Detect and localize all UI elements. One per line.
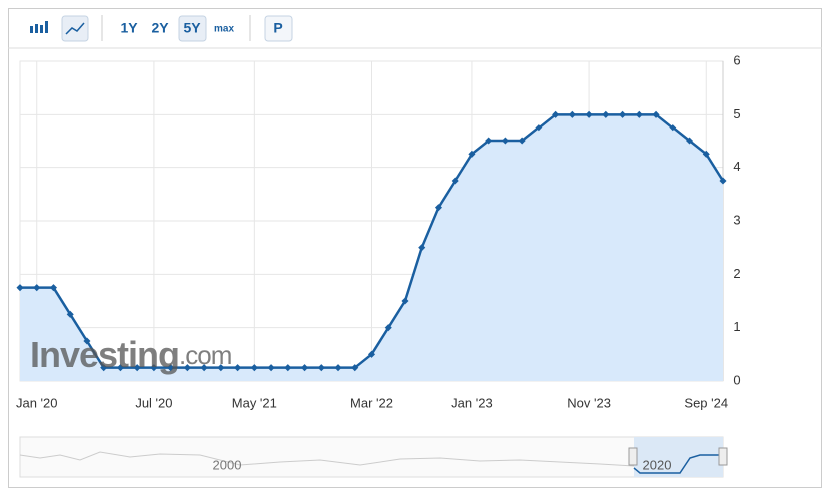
point <box>284 364 292 372</box>
navigator: 2000 2020 <box>19 436 728 478</box>
point <box>652 110 660 118</box>
point <box>702 150 710 158</box>
point <box>568 110 576 118</box>
point <box>301 364 309 372</box>
point <box>33 284 41 292</box>
point <box>351 364 359 372</box>
point <box>518 137 526 145</box>
y-tick-label: 3 <box>733 212 740 227</box>
point <box>418 244 426 252</box>
y-tick-label: 0 <box>733 372 740 387</box>
point <box>635 110 643 118</box>
point <box>535 124 543 132</box>
p-button[interactable]: P <box>273 20 282 36</box>
point <box>719 177 727 185</box>
watermark-brand: Investing <box>30 334 179 375</box>
point <box>183 364 191 372</box>
point <box>83 337 91 345</box>
point <box>167 364 175 372</box>
x-tick-label: Jan '20 <box>16 395 58 410</box>
y-tick-label: 4 <box>733 159 740 174</box>
watermark: Investing.com <box>30 334 231 375</box>
line-icon <box>65 22 85 35</box>
point <box>100 364 108 372</box>
range-button[interactable]: 2Y <box>151 20 169 36</box>
point <box>16 284 24 292</box>
x-tick-label: Nov '23 <box>567 395 611 410</box>
range-button[interactable]: max <box>214 24 234 35</box>
y-tick-label: 6 <box>733 52 740 67</box>
point <box>451 177 459 185</box>
area <box>20 114 723 381</box>
p-button-bg[interactable] <box>264 15 293 42</box>
x-tick-label: May '21 <box>232 395 277 410</box>
y-tick-label: 1 <box>733 319 740 334</box>
x-tick-label: Jan '23 <box>451 395 493 410</box>
range-button[interactable]: 1Y <box>120 20 138 36</box>
point <box>234 364 242 372</box>
point <box>267 364 275 372</box>
range-button[interactable]: 5Y <box>183 20 201 36</box>
point <box>468 150 476 158</box>
x-tick-label: Mar '22 <box>350 395 393 410</box>
point <box>384 324 392 332</box>
point <box>585 110 593 118</box>
point <box>501 137 509 145</box>
point <box>485 137 493 145</box>
plot: 0 1 2 3 4 5 6 Jan '20 Jul '20 May '21 Mar '22 Jan '… <box>16 52 741 410</box>
point <box>434 204 442 212</box>
point <box>133 364 141 372</box>
point <box>367 350 376 358</box>
point <box>317 364 325 372</box>
point <box>685 137 694 145</box>
point <box>602 110 610 118</box>
point <box>66 310 74 318</box>
point <box>334 364 342 372</box>
y-tick-label: 5 <box>733 106 740 121</box>
watermark-suffix: .com <box>179 340 231 370</box>
line-icon-button[interactable] <box>61 15 89 42</box>
point <box>552 110 560 118</box>
navigator-label: 2020 <box>643 457 672 472</box>
y-tick-label: 2 <box>733 266 740 281</box>
point <box>49 284 58 292</box>
x-tick-label: Sep '24 <box>684 395 728 410</box>
bar-icon[interactable] <box>30 21 48 33</box>
point <box>116 364 124 372</box>
point <box>669 124 677 132</box>
point <box>401 297 409 305</box>
point <box>217 364 225 372</box>
point <box>150 364 158 372</box>
active-range <box>178 15 207 42</box>
point <box>619 110 627 118</box>
navigator-label: 2000 <box>213 457 242 472</box>
x-tick-label: Jul '20 <box>135 395 172 410</box>
point <box>200 364 208 372</box>
